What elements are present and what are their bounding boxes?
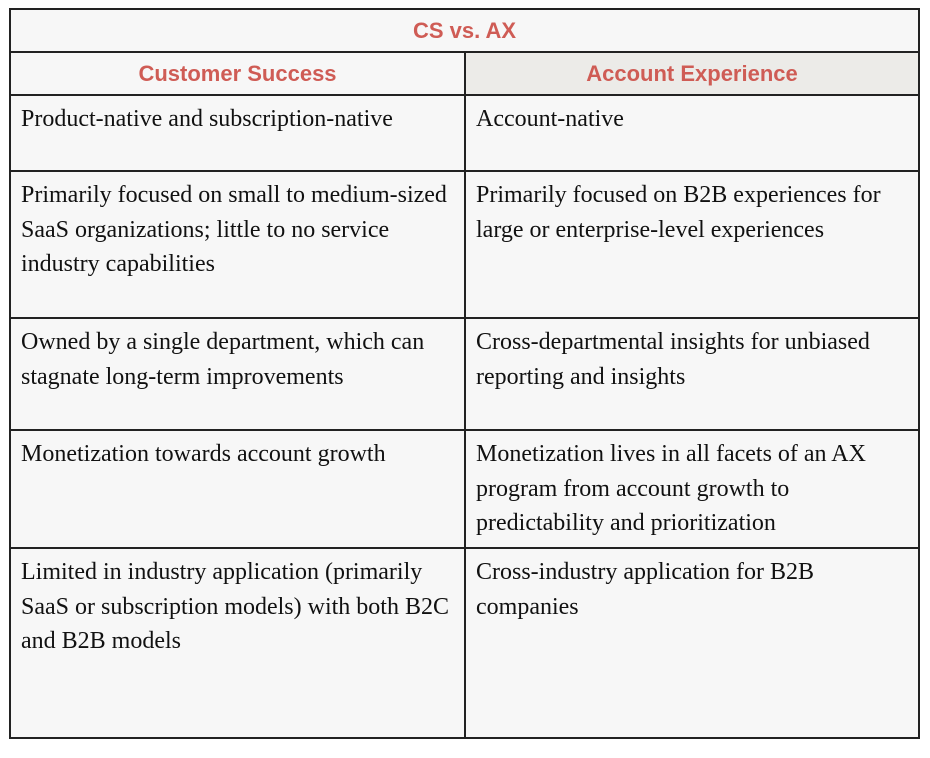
table-title: CS vs. AX xyxy=(9,8,920,53)
cs-cell: Product-native and subscription-native xyxy=(9,94,466,172)
ax-cell: Account-native xyxy=(464,94,920,172)
ax-cell: Primarily focused on B2B experiences for… xyxy=(464,170,920,319)
cs-cell: Monetization towards account growth xyxy=(9,429,466,549)
table-row: Limited in industry application (primari… xyxy=(9,547,920,739)
ax-cell: Cross-departmental insights for unbiased… xyxy=(464,317,920,431)
header-account-experience: Account Experience xyxy=(464,51,920,96)
ax-cell: Cross-industry application for B2B compa… xyxy=(464,547,920,739)
header-customer-success: Customer Success xyxy=(9,51,466,96)
header-row: Customer Success Account Experience xyxy=(9,51,920,96)
table-row: Product-native and subscription-native A… xyxy=(9,94,920,172)
cs-cell: Primarily focused on small to medium-siz… xyxy=(9,170,466,319)
table-row: Owned by a single department, which can … xyxy=(9,317,920,431)
cs-cell: Owned by a single department, which can … xyxy=(9,317,466,431)
ax-cell: Monetization lives in all facets of an A… xyxy=(464,429,920,549)
title-row: CS vs. AX xyxy=(9,8,920,53)
cs-cell: Limited in industry application (primari… xyxy=(9,547,466,739)
table-row: Primarily focused on small to medium-siz… xyxy=(9,170,920,319)
table-row: Monetization towards account growth Mone… xyxy=(9,429,920,549)
comparison-table: CS vs. AX Customer Success Account Exper… xyxy=(9,8,920,739)
